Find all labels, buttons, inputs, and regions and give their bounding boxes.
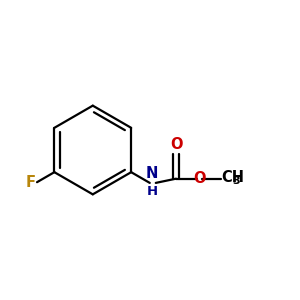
Text: O: O: [170, 137, 182, 152]
Text: F: F: [26, 175, 36, 190]
Text: H: H: [146, 185, 158, 198]
Text: 3: 3: [233, 176, 240, 186]
Text: N: N: [146, 166, 158, 181]
Text: CH: CH: [221, 170, 244, 185]
Text: O: O: [194, 171, 206, 186]
